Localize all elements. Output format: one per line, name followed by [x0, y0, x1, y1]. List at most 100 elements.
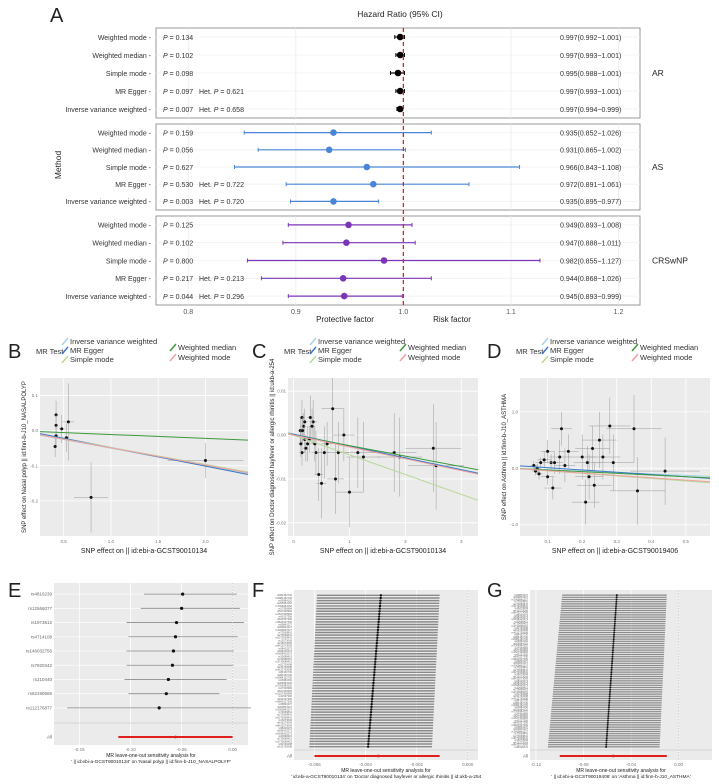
data-point	[551, 411, 572, 446]
point-estimate	[369, 716, 372, 719]
forest-row: Inverse variance weighted - P = 0.007 Het.…	[65, 105, 640, 114]
panel-label-f: F	[252, 580, 264, 602]
point-estimate	[605, 739, 608, 742]
plot-area	[288, 378, 478, 528]
legend-title: MR Test	[284, 347, 312, 356]
p-value: P = 0.003	[163, 199, 193, 206]
point-estimate	[615, 602, 618, 605]
point-estimate	[367, 740, 370, 743]
plot-background	[54, 583, 248, 745]
point-estimate	[379, 594, 383, 597]
point-estimate	[340, 292, 348, 300]
point	[361, 455, 365, 459]
snp-label: rs152730698	[513, 628, 529, 632]
point	[431, 446, 435, 450]
method-label: Simple mode -	[106, 165, 152, 172]
loo-row: rs306984152	[277, 601, 440, 605]
snp-label: rs30698415	[278, 654, 292, 658]
snp-label: rs730698415	[513, 622, 529, 626]
loo-row: rs27306984	[514, 712, 662, 716]
point-estimate	[370, 708, 373, 711]
point	[392, 451, 396, 455]
loo-row: rs06984152	[278, 678, 436, 682]
point-estimate	[611, 653, 614, 656]
point	[336, 451, 340, 455]
forest-row: Weighted mode - P = 0.134 0.997(0.992−1.00…	[98, 33, 640, 42]
loo-row: rs52730698	[278, 742, 433, 746]
x-tick-label: 0.000	[462, 762, 474, 767]
point-estimate	[343, 239, 350, 246]
loo-row: rs3069841527	[511, 597, 667, 601]
point-estimate	[614, 616, 617, 619]
loo-row: rs698415273	[277, 649, 437, 653]
point	[558, 455, 562, 459]
point-estimate	[396, 105, 404, 113]
point-estimate	[394, 69, 402, 77]
regression-line	[40, 431, 248, 441]
data-point	[62, 383, 75, 461]
point	[317, 473, 321, 477]
point	[320, 481, 324, 485]
snp-label: rs527306984	[513, 714, 529, 718]
loo-row: rs112176877	[26, 705, 252, 710]
snp-label: rs841527306	[513, 655, 529, 659]
data-point	[301, 408, 308, 436]
legend-key	[541, 346, 549, 355]
legend-item: Simple mode	[309, 355, 362, 364]
method-label: Weighted median -	[92, 53, 151, 60]
loo-row: rs0698415273	[511, 683, 663, 687]
snp-label: rs984152730	[513, 701, 529, 705]
snp-label: rs69841527	[514, 725, 528, 729]
legend-label: Inverse variance weighted	[318, 337, 405, 346]
snp-label: rs1527306984	[511, 650, 528, 654]
loo-row: rs415273069	[277, 641, 438, 645]
point-estimate	[173, 635, 178, 639]
loo-row: rs2730698415	[511, 690, 663, 694]
loo-row: rs841527306	[277, 697, 435, 701]
loo-row: rs069841527	[277, 625, 439, 629]
forest-row: Weighted mode - P = 0.159 0.935(0.852−1.02…	[98, 129, 640, 137]
panel-label-c: C	[252, 341, 266, 363]
forest-row: Simple mode - P = 0.800 0.982(0.855−1.127)	[106, 257, 640, 265]
plot-area	[40, 383, 248, 533]
legend-key	[169, 353, 177, 362]
point-estimate	[611, 660, 614, 663]
snp-label: rs6984152730	[275, 596, 292, 600]
method-label: Weighted mode -	[98, 130, 152, 137]
point-estimate	[613, 627, 616, 630]
point-estimate	[378, 612, 381, 616]
p-value: P = 0.530	[163, 182, 193, 189]
loo-row: rs273069841	[277, 713, 434, 717]
method-label: Simple mode -	[106, 71, 152, 78]
y-tick-label: -0.02	[276, 520, 287, 525]
legend-key	[61, 355, 69, 364]
data-point	[321, 378, 344, 444]
snp-label: rs273069841	[513, 668, 529, 672]
point	[587, 475, 591, 479]
point-estimate	[613, 629, 616, 632]
point-estimate	[377, 620, 380, 624]
point-estimate	[371, 687, 375, 690]
loo-row: rs2730698415	[275, 660, 437, 664]
loo-row: rs527306984	[513, 648, 665, 652]
point-estimate	[606, 726, 609, 729]
point	[608, 424, 612, 428]
forest-row: Weighted mode - P = 0.125 0.949(0.893−1.00…	[98, 221, 640, 230]
snp-label: rs306984152	[277, 601, 293, 605]
loo-row: rs8415273069	[275, 644, 438, 648]
loo-row: rs6984152730	[275, 676, 436, 680]
legend-label: Simple mode	[550, 355, 594, 364]
point	[566, 449, 570, 453]
x-axis-title-line1: MR leave-one-out sensitivity analysis fo…	[576, 768, 666, 774]
point-estimate	[373, 671, 376, 674]
point	[559, 427, 563, 431]
data-point	[63, 423, 70, 452]
snp-label: rs52730698	[514, 626, 528, 630]
point-estimate	[610, 664, 613, 667]
x-tick-label: -0.15	[74, 747, 85, 752]
loo-row: rs5273069841	[511, 736, 661, 740]
x-tick-label: 3	[460, 539, 463, 544]
snp-label: rs7306984152	[511, 644, 528, 648]
